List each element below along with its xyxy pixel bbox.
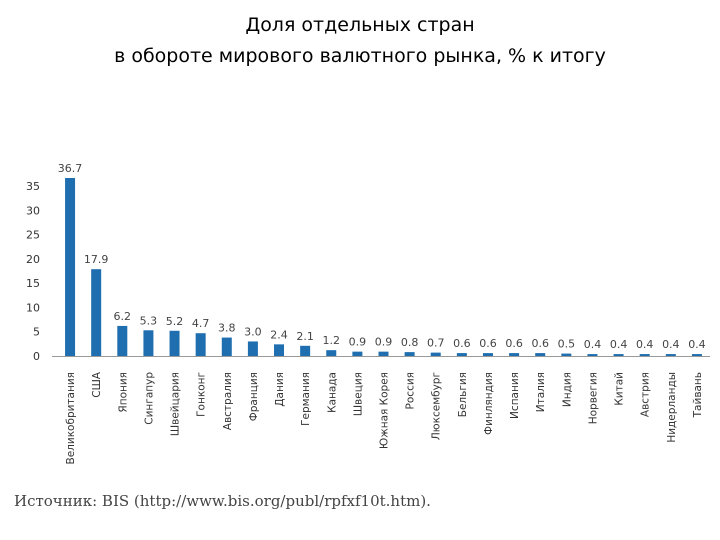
x-tick-label: Китай [614,372,626,406]
x-tick-label: Великобритания [65,372,77,465]
bar [430,352,441,356]
bar-value-label: 0.6 [505,337,523,350]
bar [300,345,311,356]
bar-value-label: 0.6 [531,337,549,350]
bar [91,269,102,356]
bar-value-label: 36.7 [58,162,83,175]
x-tick-label: Австралия [222,372,234,430]
y-tick-label: 35 [26,180,40,193]
x-tick-label: Австрия [640,372,652,417]
x-tick-label: Япония [117,372,129,413]
y-tick-label: 5 [33,326,40,339]
bar [561,353,572,356]
bar-value-label: 0.4 [584,338,602,351]
x-tick-label: Испания [509,372,521,419]
bar-value-label: 5.3 [140,314,158,327]
y-tick-label: 10 [26,301,40,314]
x-tick-label: Швейцария [170,372,182,436]
bar-value-label: 0.7 [427,337,445,350]
bar [195,333,206,356]
bar [169,330,180,356]
bar [535,353,546,356]
bar-value-label: 0.9 [349,336,367,349]
bar [326,350,337,356]
x-tick-label: Дания [274,372,286,407]
bar [65,178,76,356]
bar-value-label: 0.6 [479,337,497,350]
x-tick-label: Франция [248,372,260,421]
bar [613,354,624,356]
bar-value-label: 17.9 [84,253,109,266]
x-tick-label: Нидерланды [666,372,678,443]
bar [274,344,285,356]
bar [639,354,650,356]
x-tick-label: Швеция [352,372,364,416]
chart-title-line-2: в обороте мирового валютного рынка, % к … [114,45,606,67]
x-tick-label: Россия [405,372,417,409]
bar [691,354,702,356]
bar-value-label: 0.4 [636,338,654,351]
x-tick-label: Канада [326,372,338,413]
source-note: Источник: BIS (http://www.bis.org/publ/r… [14,492,431,510]
bar [509,353,520,356]
x-tick-label: Южная Корея [379,372,391,449]
bar [352,351,363,356]
y-tick-label: 25 [26,229,40,242]
bar-value-label: 3.0 [244,325,262,338]
y-tick-label: 0 [33,350,40,363]
bar-value-label: 6.2 [114,310,132,323]
bar-value-label: 0.9 [375,336,393,349]
bars-group [65,178,702,356]
bar-value-label: 0.6 [453,337,471,350]
bar-value-label: 0.5 [558,338,576,351]
bar-value-label: 2.1 [296,330,314,343]
x-tick-label: Германия [300,372,312,426]
x-tick-label: Бельгия [457,372,469,417]
bar [404,352,415,356]
bar-value-label: 0.8 [401,336,419,349]
chart-title: Доля отдельных стран в обороте мирового … [0,10,720,72]
x-tick-label: Индия [561,372,573,407]
bar-value-label: 0.4 [610,338,628,351]
bar [482,353,493,356]
y-tick-label: 30 [26,204,40,217]
x-tick-labels-group: Великобритания США Япония Сингапур Швейцария… [65,371,704,464]
bar [456,353,467,356]
bar [378,351,389,356]
bar-value-label: 0.4 [662,338,680,351]
bar [221,337,232,356]
bar-value-label: 4.7 [192,317,210,330]
x-tick-label: США [91,371,103,398]
x-tick-label: Люксембург [431,372,443,440]
y-axis: 0 5 10 15 20 25 30 35 [26,180,710,363]
value-labels-group: 36.7 17.9 6.2 5.3 5.2 4.7 3.8 3.0 2.4 2.1 1.2 0.9 0.… [58,162,706,351]
bar-value-label: 0.4 [688,338,706,351]
bar [247,341,258,356]
bar-value-label: 3.8 [218,322,236,335]
y-tick-label: 15 [26,277,40,290]
y-tick-label: 20 [26,253,40,266]
bar [587,354,598,356]
bar-value-label: 1.2 [323,334,341,347]
bar-value-label: 2.4 [270,328,288,341]
bar [117,325,128,356]
x-tick-label: Сингапур [143,372,155,425]
x-tick-label: Финляндия [483,372,495,435]
x-tick-label: Италия [535,372,547,412]
bar [665,354,676,356]
chart-title-line-1: Доля отдельных стран [245,14,475,36]
bar-value-label: 5.2 [166,315,184,328]
bar [143,330,154,356]
x-tick-label: Тайвань [692,372,704,418]
x-tick-label: Гонконг [196,372,208,417]
x-tick-label: Норвегия [587,372,599,424]
